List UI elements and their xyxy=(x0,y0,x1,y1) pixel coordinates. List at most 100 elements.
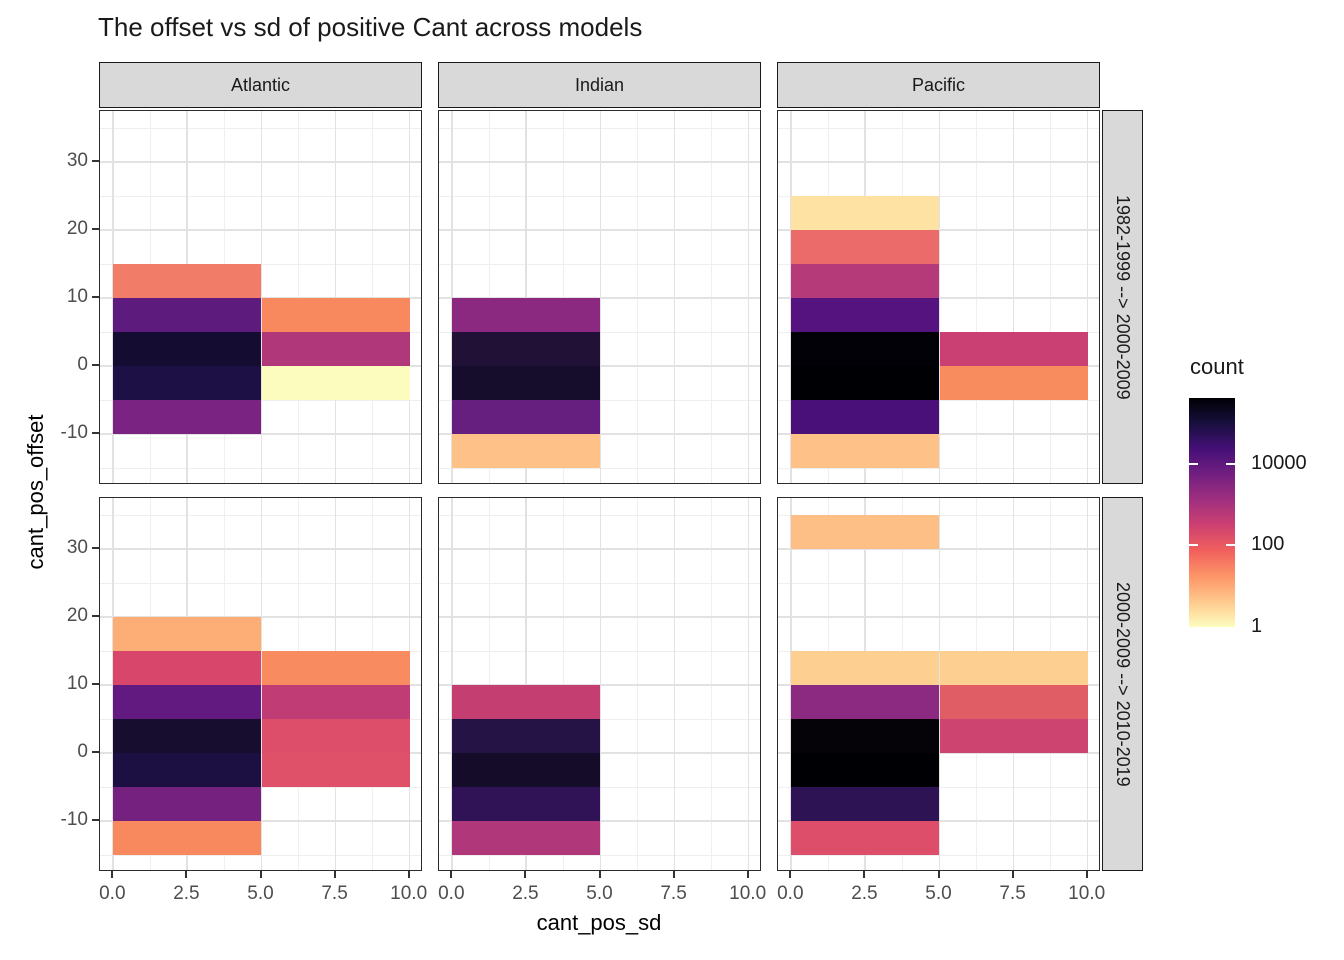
x-tick-label: 7.5 xyxy=(321,883,348,904)
y-axis-tick xyxy=(92,432,99,434)
legend-label: 1 xyxy=(1251,615,1263,637)
grid-line-major xyxy=(439,616,760,618)
y-axis-tick xyxy=(92,364,99,366)
x-tick-label: 2.5 xyxy=(851,883,878,904)
x-axis-tick xyxy=(450,871,453,878)
heat-tile xyxy=(791,719,940,753)
legend-title: count xyxy=(1190,354,1244,379)
x-tick-label: 2.5 xyxy=(173,883,200,904)
grid-line-major xyxy=(100,161,421,163)
heat-tile xyxy=(113,821,262,855)
heat-tile xyxy=(452,719,601,753)
grid-line-major xyxy=(439,229,760,231)
heat-tile xyxy=(113,366,262,400)
x-tick-label: 10.0 xyxy=(1068,883,1106,904)
x-tick-label: 10.0 xyxy=(729,883,767,904)
x-axis-tick xyxy=(333,871,336,878)
x-axis-tick xyxy=(789,871,792,878)
heat-tile xyxy=(791,434,940,468)
heat-tile xyxy=(791,196,940,230)
chart-title: The offset vs sd of positive Cant across… xyxy=(98,12,643,42)
grid-line-major xyxy=(778,161,1099,163)
x-axis-tick xyxy=(259,871,262,878)
y-tick-label: 0 xyxy=(77,354,88,375)
x-axis-title: cant_pos_sd xyxy=(536,910,662,935)
x-axis-tick xyxy=(746,871,749,878)
heat-tile xyxy=(113,787,262,821)
heat-tile xyxy=(939,719,1088,753)
y-axis-tick xyxy=(92,683,99,685)
heat-tile xyxy=(113,298,262,332)
heat-tile xyxy=(452,332,601,366)
legend-label: 100 xyxy=(1251,533,1285,556)
heat-tile xyxy=(791,787,940,821)
heat-tile xyxy=(113,332,262,366)
grid-line-major xyxy=(778,616,1099,618)
x-axis-tick xyxy=(524,871,527,878)
heat-tile xyxy=(452,685,601,719)
heat-tile xyxy=(939,685,1088,719)
x-tick-label: 7.5 xyxy=(660,883,687,904)
heat-tile xyxy=(939,651,1088,685)
grid-line-major xyxy=(439,548,760,550)
heat-tile xyxy=(113,685,262,719)
x-tick-label: 10.0 xyxy=(390,883,428,904)
grid-line-major xyxy=(439,684,760,686)
heat-tile xyxy=(113,719,262,753)
heat-tile xyxy=(261,651,410,685)
legend-tick-mark xyxy=(1189,544,1198,547)
heat-tile xyxy=(791,298,940,332)
x-tick-label: 7.5 xyxy=(999,883,1026,904)
x-axis-tick xyxy=(937,871,940,878)
heat-tile xyxy=(261,753,410,787)
heat-tile xyxy=(113,651,262,685)
heat-tile xyxy=(791,821,940,855)
heat-tile xyxy=(452,366,601,400)
heat-tile xyxy=(113,400,262,434)
facet-strip-row-1: 2000-2009 --> 2010-2019 xyxy=(1102,497,1143,871)
heat-tile xyxy=(452,434,601,468)
panel-atlantic-row1 xyxy=(99,110,422,484)
x-tick-label: 0.0 xyxy=(777,883,804,904)
heat-tile xyxy=(791,400,940,434)
y-axis-tick xyxy=(92,547,99,549)
y-axis-tick xyxy=(92,160,99,162)
x-tick-label: 5.0 xyxy=(925,883,952,904)
heat-tile xyxy=(113,753,262,787)
heat-tile xyxy=(113,264,262,298)
y-tick-label: 20 xyxy=(66,218,88,239)
facet-strip-indian: Indian xyxy=(438,62,761,108)
facet-strip-pacific: Pacific xyxy=(777,62,1100,108)
y-tick-label: 10 xyxy=(66,286,88,307)
y-tick-label: 0 xyxy=(77,741,88,762)
panel-pacific-row2 xyxy=(777,497,1100,871)
heat-tile xyxy=(452,298,601,332)
panel-pacific-row1 xyxy=(777,110,1100,484)
grid-line-major xyxy=(100,229,421,231)
x-tick-label: 2.5 xyxy=(512,883,539,904)
heat-tile xyxy=(791,230,940,264)
heat-tile xyxy=(113,617,262,651)
y-tick-label: 20 xyxy=(66,605,88,626)
x-axis-tick xyxy=(598,871,601,878)
heat-tile xyxy=(261,685,410,719)
legend-tick-mark xyxy=(1189,462,1198,465)
legend-label: 10000 xyxy=(1251,451,1307,474)
heat-tile xyxy=(791,685,940,719)
heat-tile xyxy=(791,515,940,549)
x-axis-tick xyxy=(1011,871,1014,878)
x-axis-tick xyxy=(672,871,675,878)
y-tick-label: 30 xyxy=(66,537,88,558)
heat-tile xyxy=(791,366,940,400)
grid-line-major xyxy=(439,297,760,299)
panel-atlantic-row2 xyxy=(99,497,422,871)
y-tick-label: -10 xyxy=(60,422,88,443)
heat-tile xyxy=(452,787,601,821)
y-axis-tick xyxy=(92,615,99,617)
heat-tile xyxy=(452,400,601,434)
grid-line-major xyxy=(100,548,421,550)
x-axis-tick xyxy=(863,871,866,878)
legend-gradient-bar xyxy=(1189,398,1235,627)
heat-tile xyxy=(261,298,410,332)
x-tick-label: 0.0 xyxy=(438,883,465,904)
